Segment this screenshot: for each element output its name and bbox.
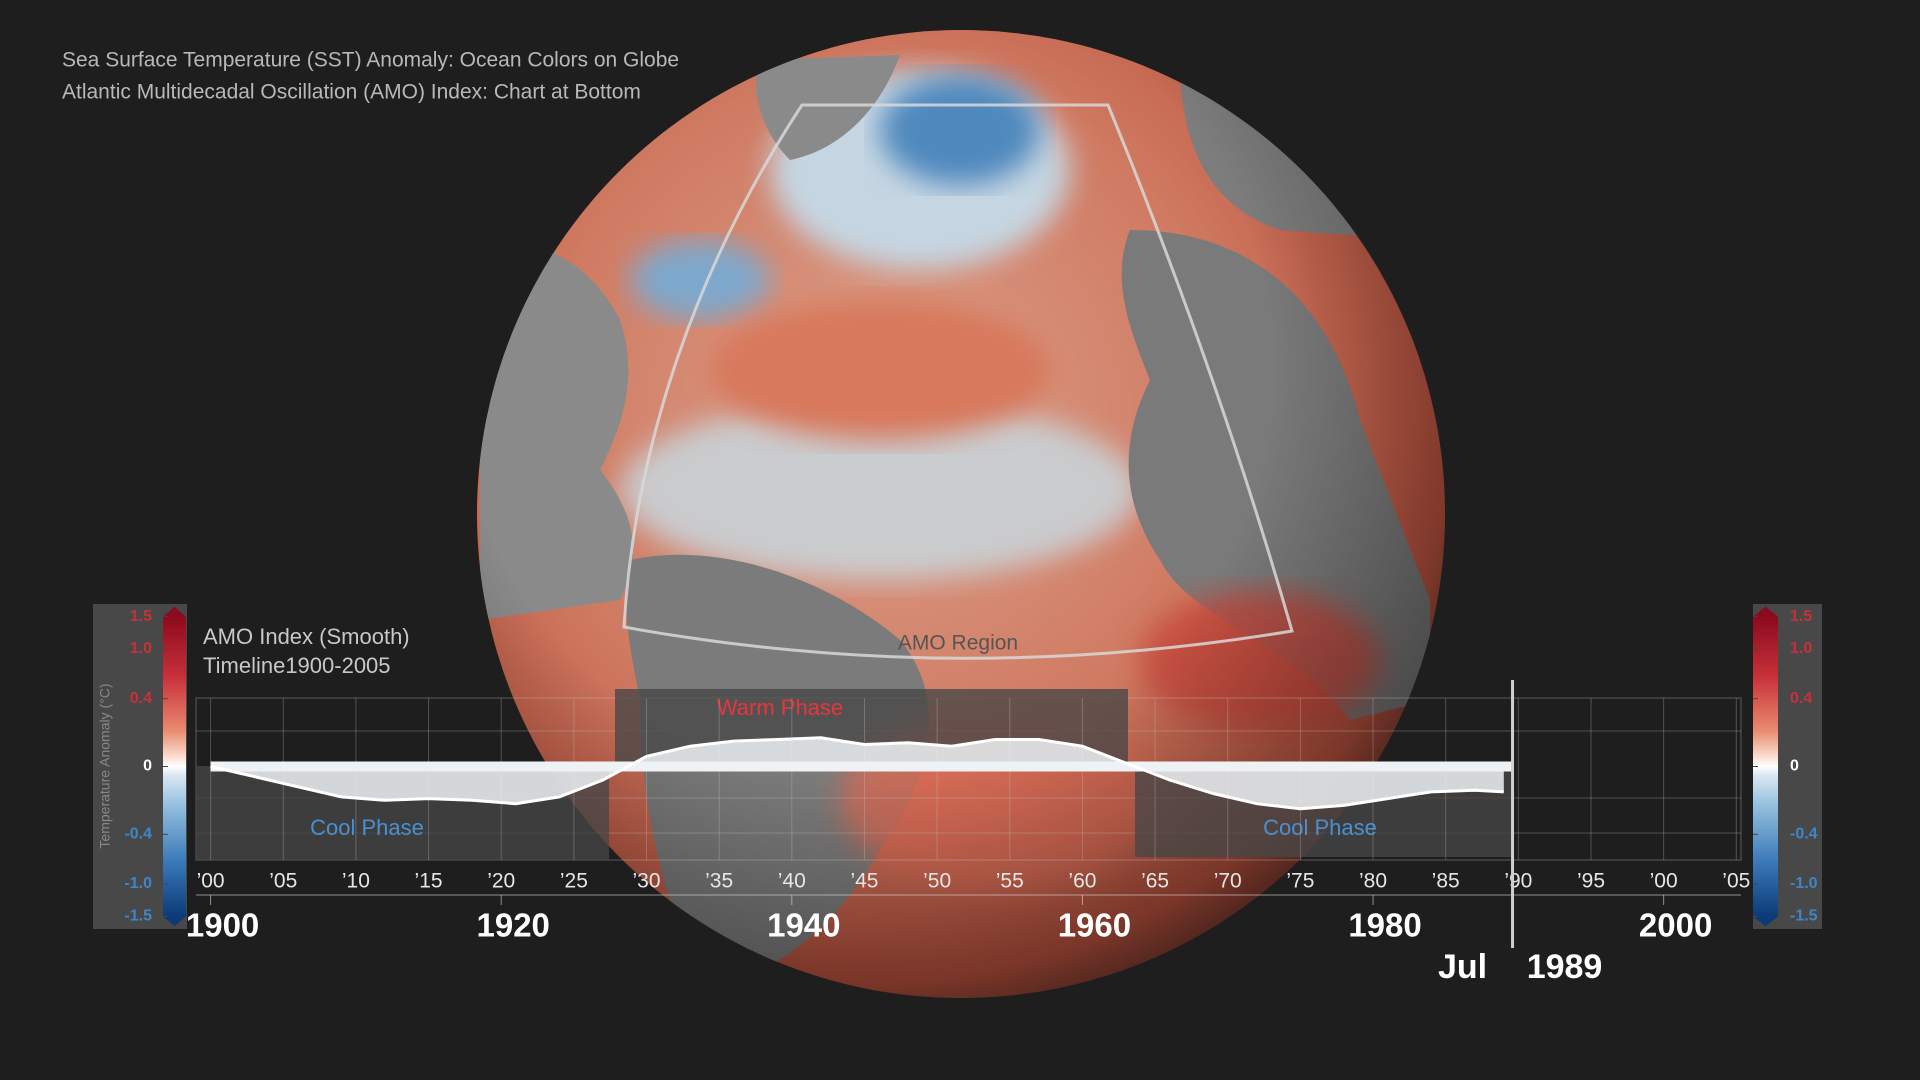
current-month: Jul [1438,948,1487,986]
phase-label: Cool Phase [1263,815,1377,840]
chart-sublabel: Timeline1900-2005 [203,653,391,678]
colorbar-tick-label: -1.0 [124,875,152,892]
colorbar-cap [163,606,186,617]
colorbar-tick-label: 1.0 [1790,640,1812,657]
x-tick-label: ’25 [560,870,588,893]
major-tick-label: 1980 [1348,907,1421,944]
colorbar-tick-label: 0 [1790,758,1799,775]
x-tick-label: ’60 [1068,870,1096,893]
colorbar-tick-label: -1.0 [1790,875,1818,892]
major-tick-label: 1960 [1058,907,1131,944]
colorbar-tick-label: -1.5 [124,908,152,925]
x-tick-label: ’10 [342,870,370,893]
x-tick-label: ’05 [269,870,297,893]
colorbar-tick-label: 0.4 [1790,690,1812,707]
region-label: AMO Region [898,632,1018,655]
colorbar-cap [163,916,186,927]
x-tick-label: ’45 [850,870,878,893]
x-tick-label: ’80 [1359,870,1387,893]
x-tick-label: ’50 [923,870,951,893]
x-tick-label: ’30 [632,870,660,893]
x-tick-label: ’40 [778,870,806,893]
colorbar-tick-label: 0.4 [130,690,152,707]
major-tick-label: 1940 [767,907,840,944]
x-tick-label: ’55 [996,870,1024,893]
major-tick-label: 1900 [186,907,259,944]
x-tick-label: ’35 [705,870,733,893]
major-tick-label: 1920 [476,907,549,944]
area-fill [210,737,1504,809]
colorbar-tick-label: -0.4 [124,826,152,843]
x-tick-label: ’15 [415,870,443,893]
colorbar-cap [1753,606,1778,617]
colorbar-tick-label: 1.5 [1790,608,1812,625]
x-tick-label: ’95 [1577,870,1605,893]
current-year: 1989 [1527,948,1603,986]
colorbar-tick-label: -1.5 [1790,908,1818,925]
x-tick-label: ’70 [1214,870,1242,893]
x-tick-label: ’90 [1504,870,1532,893]
x-tick-label: ’20 [487,870,515,893]
x-tick-label: ’00 [1650,870,1678,893]
colorbar-tick-label: 1.0 [130,640,152,657]
x-tick-label: ’00 [197,870,225,893]
x-tick-label: ’65 [1141,870,1169,893]
colorbar-cap [1753,916,1778,927]
amo-region-outline [622,103,1294,660]
x-tick-label: ’85 [1432,870,1460,893]
colorbar-tick-label: -0.4 [1790,826,1818,843]
area-line [210,736,1504,811]
colorbar [163,616,186,917]
phase-label: Cool Phase [310,815,424,840]
x-tick-label: ’05 [1722,870,1750,893]
phase-label: Warm Phase [717,695,843,720]
chart-label: AMO Index (Smooth) [203,624,410,649]
colorbar-label: Temperature Anomaly (°C) [97,683,113,848]
x-tick-label: ’75 [1286,870,1314,893]
title: Sea Surface Temperature (SST) Anomaly: O… [62,49,679,72]
subtitle: Atlantic Multidecadal Oscillation (AMO) … [62,81,641,104]
colorbar-tick-label: 0 [143,758,152,775]
major-tick-label: 2000 [1639,907,1712,944]
colorbar-tick-label: 1.5 [130,608,152,625]
